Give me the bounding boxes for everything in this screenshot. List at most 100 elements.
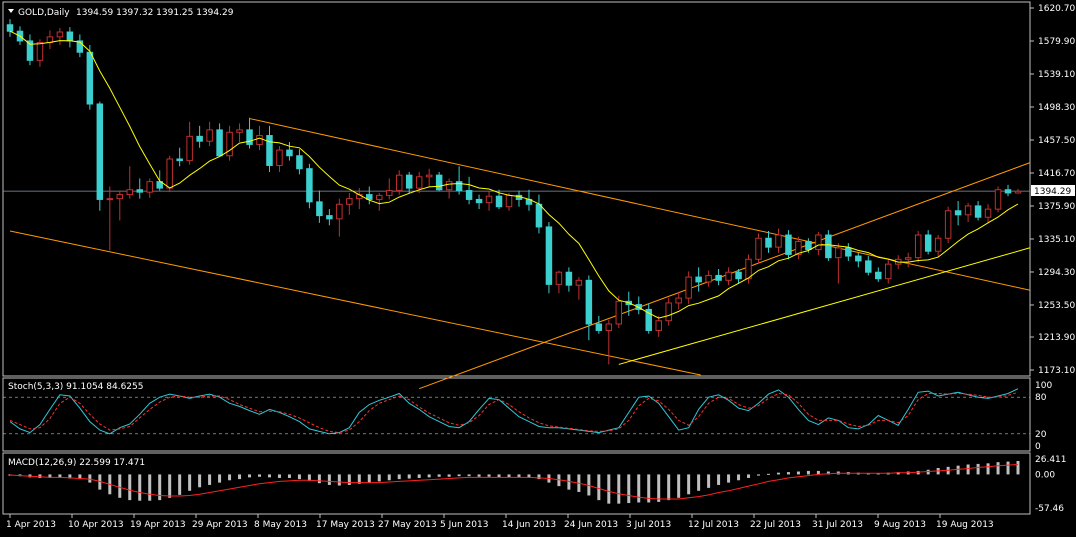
candle-body — [386, 190, 393, 196]
price-tick-label: 1416.70 — [1038, 169, 1075, 179]
candle-body — [445, 181, 453, 191]
trendline-lower-channel — [9, 230, 701, 376]
candle — [615, 295, 623, 329]
candle — [984, 204, 992, 223]
macd-histogram-bar — [1016, 460, 1020, 475]
price-tick-label: 1335.10 — [1038, 235, 1075, 245]
candle-body — [306, 168, 313, 203]
candle — [316, 190, 323, 223]
candle — [366, 186, 373, 205]
candle-body — [904, 257, 912, 260]
macd-histogram-bar — [387, 474, 391, 481]
candle — [875, 267, 882, 282]
macd-histogram-bar — [796, 471, 800, 475]
candle-body — [276, 149, 283, 166]
candle — [386, 178, 393, 200]
candle — [565, 267, 573, 292]
candle-body — [495, 195, 503, 208]
candle-body — [835, 247, 842, 259]
candle — [26, 34, 34, 66]
candle-body — [126, 189, 134, 196]
candle — [46, 30, 54, 50]
dropdown-arrow-icon[interactable] — [8, 9, 14, 13]
macd-histogram-bar — [687, 474, 691, 495]
macd-histogram-bar — [617, 474, 621, 504]
candle — [76, 34, 84, 58]
candle-body — [954, 210, 962, 216]
price-tick-label: 1253.50 — [1038, 301, 1075, 311]
candle — [585, 275, 593, 341]
macd-histogram-bar — [168, 474, 172, 498]
macd-histogram-bar — [597, 474, 601, 501]
macd-histogram-bar — [248, 474, 252, 478]
time-axis: 1 Apr 2013 10 Apr 2013 19 Apr 2013 29 Apr 2… — [6, 514, 994, 530]
price-tick-label: 1213.90 — [1038, 333, 1075, 343]
candle-body — [395, 174, 403, 192]
price-tick-label: 1173.10 — [1038, 366, 1075, 376]
macd-histogram-bar — [198, 474, 202, 488]
macd-histogram-bar — [307, 474, 311, 481]
macd-histogram-bar — [68, 474, 72, 479]
trendline-upper-resistance — [249, 118, 1031, 291]
candle — [865, 256, 872, 276]
candle-body — [815, 234, 822, 251]
candle-body — [555, 271, 563, 285]
candle — [475, 194, 483, 210]
macd-histogram-bar — [697, 474, 701, 491]
candle — [944, 206, 952, 244]
candle-body — [156, 181, 163, 189]
candle — [465, 176, 473, 205]
macd-histogram-bar — [657, 474, 661, 502]
candle-body — [645, 308, 652, 331]
candle — [146, 178, 153, 198]
candle — [246, 117, 253, 149]
macd-histogram-bar — [467, 474, 471, 477]
macd-histogram-bar — [287, 474, 291, 478]
macd-panel-frame — [2, 452, 1031, 515]
candle-body — [914, 234, 922, 259]
time-tick-label: 19 Apr 2013 — [130, 520, 186, 530]
candle — [336, 198, 343, 237]
candle — [735, 268, 742, 284]
time-tick-label: 10 Apr 2013 — [68, 520, 124, 530]
macd-histogram-bar — [567, 474, 571, 490]
macd-histogram-bar — [38, 474, 42, 478]
macd-histogram-bar — [407, 474, 411, 479]
chart-header: GOLD,Daily 1394.59 1397.32 1391.25 1394.… — [8, 8, 234, 18]
macd-signal-line — [9, 464, 1019, 500]
candle-body — [66, 31, 74, 42]
candle-body — [825, 234, 832, 259]
candle-body — [226, 131, 233, 157]
candle — [775, 228, 782, 253]
price-tick-label: 1375.90 — [1038, 202, 1075, 212]
candle-body — [855, 255, 862, 262]
moving-average-layer — [9, 30, 1019, 319]
candle — [6, 19, 14, 37]
time-tick-label: 29 Apr 2013 — [192, 520, 248, 530]
candle-body — [196, 135, 203, 142]
macd-histogram-bar — [327, 474, 331, 485]
candle — [216, 123, 223, 157]
candle-body — [136, 189, 143, 193]
macd-histogram-bar — [737, 474, 741, 481]
macd-histogram-bar — [447, 474, 451, 477]
macd-histogram-bar — [188, 474, 192, 491]
candle — [954, 201, 962, 226]
macd-histogram-bar — [637, 474, 641, 503]
candle-body — [106, 198, 114, 201]
candle-body — [86, 51, 94, 105]
macd-histogram-bar — [58, 474, 62, 478]
symbol-title: GOLD,Daily — [18, 8, 70, 18]
candle — [445, 178, 453, 199]
candle — [755, 233, 762, 264]
macd-histogram-bar — [228, 474, 232, 481]
candle-body — [1014, 190, 1022, 194]
macd-histogram-bar — [826, 471, 830, 475]
candle-body — [346, 198, 353, 205]
macd-histogram-bar — [238, 474, 242, 480]
candle-body — [376, 194, 383, 200]
macd-histogram-bar — [417, 474, 421, 478]
candle-body — [485, 195, 493, 204]
